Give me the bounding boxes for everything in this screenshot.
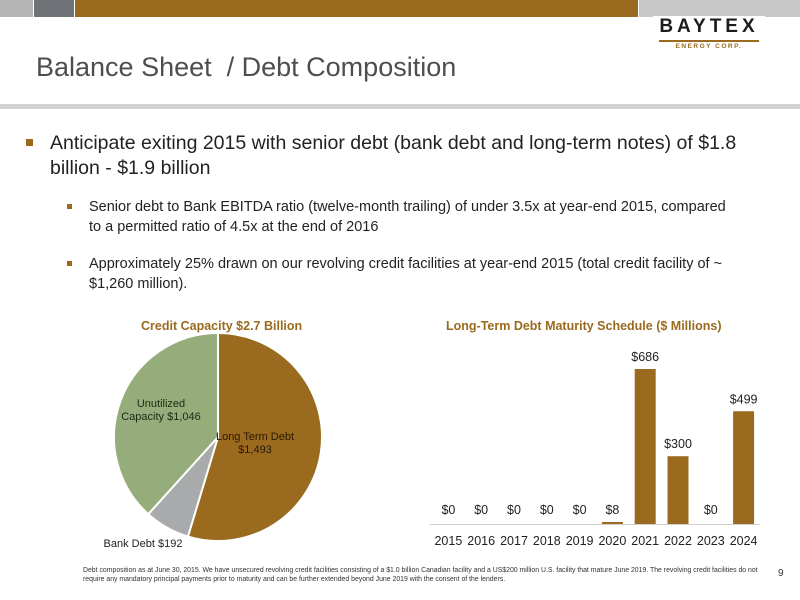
- sub-bullet-text-2: Approximately 25% drawn on our revolving…: [89, 256, 723, 292]
- company-logo: BAYTEX ENERGY CORP.: [653, 16, 765, 56]
- top-bar-segment: [34, 0, 74, 17]
- bar-value-label: $0: [540, 503, 554, 517]
- main-bullet-text: Anticipate exiting 2015 with senior debt…: [50, 132, 737, 179]
- pie-slice: [186, 331, 323, 542]
- bar: [667, 456, 689, 524]
- bar: [733, 411, 755, 524]
- x-tick-label: 2017: [500, 534, 528, 548]
- sub-bullet-marker: [67, 261, 72, 266]
- bar-value-label: $0: [573, 503, 587, 517]
- pie-slice: [113, 331, 219, 516]
- bar-value-label: $499: [730, 392, 758, 406]
- bar-value-label: $0: [441, 503, 455, 517]
- top-color-bar: [0, 0, 800, 17]
- page-title: Balance Sheet / Debt Composition: [36, 52, 457, 82]
- bar-value-label: $8: [605, 503, 619, 517]
- pie-chart: Long Term Debt $1,493 Bank Debt $192 Unutil…: [104, 331, 323, 550]
- bar-value-label: $686: [631, 350, 659, 364]
- top-bar-segment: [75, 0, 638, 17]
- pie-slice-label: Unutilized Capacity $1,046: [121, 398, 201, 423]
- bar: [634, 369, 656, 524]
- pie-slice-label: Bank Debt $192: [104, 538, 183, 550]
- x-tick-label: 2015: [434, 534, 462, 548]
- footnote: Debt composition as at June 30, 2015. We…: [83, 567, 758, 583]
- x-tick-label: 2018: [533, 534, 561, 548]
- pie-chart-title: Credit Capacity $2.7 Billion: [141, 319, 303, 333]
- logo-underline: [659, 40, 759, 42]
- x-tick-label: 2019: [566, 534, 594, 548]
- x-tick-label: 2021: [631, 534, 659, 548]
- logo-subtitle: ENERGY CORP.: [675, 43, 743, 50]
- bar-chart: $0 2015 $0 2016 $0 2017 $0 2018 $0 2019 $8 2020 $686…: [430, 350, 760, 548]
- sub-bullet-marker: [67, 204, 72, 209]
- bar-chart-title: Long-Term Debt Maturity Schedule ($ Mill…: [446, 319, 722, 333]
- top-bar-segment: [639, 0, 800, 17]
- sub-bullet-text-1: Senior debt to Bank EBITDA ratio (twelve…: [89, 199, 726, 235]
- x-tick-label: 2023: [697, 534, 725, 548]
- bar: [601, 522, 623, 524]
- x-tick-label: 2020: [598, 534, 626, 548]
- bar-value-label: $0: [474, 503, 488, 517]
- x-tick-label: 2024: [730, 534, 758, 548]
- x-tick-label: 2016: [467, 534, 495, 548]
- x-tick-label: 2022: [664, 534, 692, 548]
- page-number: 9: [778, 568, 784, 579]
- bar-value-label: $0: [704, 503, 718, 517]
- top-bar-segment: [0, 0, 33, 17]
- pie-slice-label: Long Term Debt $1,493: [216, 431, 294, 456]
- logo-name: BAYTEX: [659, 16, 759, 37]
- title-divider: [0, 104, 800, 109]
- bar-value-label: $300: [664, 437, 692, 451]
- bar-value-label: $0: [507, 503, 521, 517]
- bullet-marker: [26, 139, 33, 146]
